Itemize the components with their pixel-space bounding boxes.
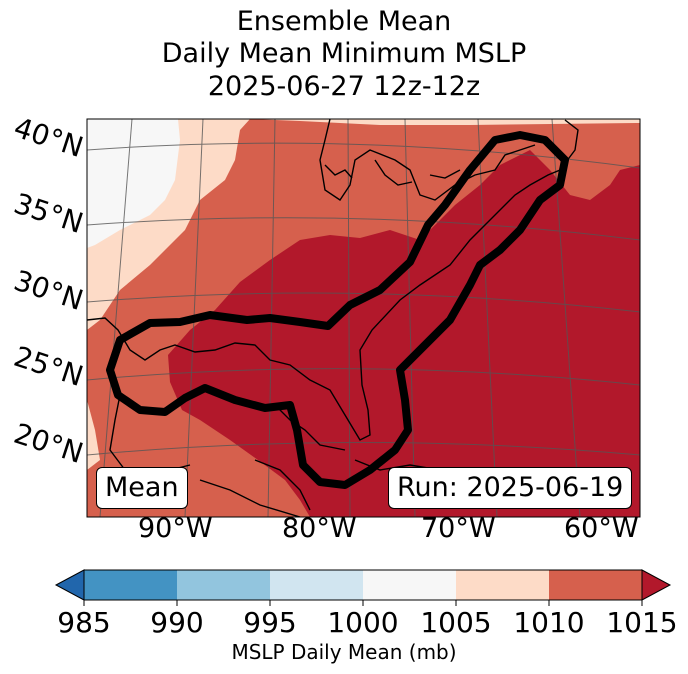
map-frame <box>86 118 641 518</box>
colorbar-tick-1015: 1015 <box>606 606 678 639</box>
colorbar-label: MSLP Daily Mean (mb) <box>231 640 457 664</box>
colorbar-bin-985-990 <box>84 570 177 600</box>
lon-label-70w: 70°W <box>421 513 496 544</box>
mean-badge: Mean <box>96 467 188 509</box>
colorbar-tick-995: 995 <box>243 606 297 639</box>
chart-title-line3: 2025-06-27 12z-12z <box>207 71 481 102</box>
colorbar-bin-1005-1010 <box>456 570 549 600</box>
chart-title-line2: Daily Mean Minimum MSLP <box>161 38 527 69</box>
mslp-region-1005-1010 <box>87 119 640 330</box>
colorbar-tick-1010: 1010 <box>513 606 585 639</box>
colorbar-extend-high <box>641 569 672 601</box>
colorbar-extend-low <box>54 569 85 601</box>
colorbar-bin-990-995 <box>177 570 270 600</box>
colorbar-bin-995-1000 <box>270 570 363 600</box>
colorbar-bin-1010-1015 <box>549 570 642 600</box>
mslp-region-1005-1010-south <box>87 400 100 470</box>
lon-label-60w: 60°W <box>564 513 639 544</box>
mslp-region-1000-1005 <box>87 119 180 248</box>
run-date-badge: Run: 2025-06-19 <box>388 467 633 509</box>
colorbar-tick-1005: 1005 <box>420 606 492 639</box>
colorbar-bin-1000-1005 <box>363 570 456 600</box>
coastlines <box>87 119 579 517</box>
lon-label-80w: 80°W <box>282 513 357 544</box>
colorbar <box>54 569 672 606</box>
lon-label-90w: 90°W <box>138 513 213 544</box>
mslp-contour-line <box>106 131 569 489</box>
colorbar-tick-985: 985 <box>57 606 111 639</box>
colorbar-tick-1000: 1000 <box>327 606 399 639</box>
colorbar-tick-990: 990 <box>150 606 204 639</box>
chart-title-line1: Ensemble Mean <box>236 6 452 37</box>
